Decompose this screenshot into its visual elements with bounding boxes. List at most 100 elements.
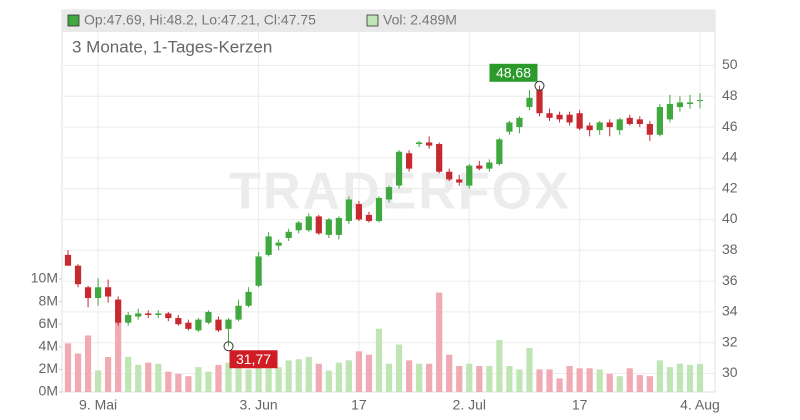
ohlc-icon [67,14,80,27]
volume-bar [436,292,443,392]
x-tick-label: 4. Aug [680,397,720,413]
candle-body [64,254,72,266]
candle-body [245,291,252,306]
volume-bar [666,367,674,392]
candle-body [155,313,162,315]
candle-body [486,162,493,169]
volume-bar [345,360,352,392]
volume-bar [84,335,92,392]
volume-bar [416,363,423,392]
candle-body [476,165,483,169]
candle-body [395,151,403,186]
volume-bar [586,368,593,392]
volume-bar [395,344,403,392]
volume-bar [74,353,82,392]
annotation-label: 31,77 [236,351,271,367]
x-tick-label: 3. Jun [240,397,278,413]
candle-body [375,197,383,222]
volume-bar [275,367,282,392]
candle-body [74,265,82,285]
y2-tick-label: 0M [39,383,58,399]
candle-body [516,117,523,128]
volume-bar [676,363,684,392]
candle-body [576,113,583,129]
candle-body [205,311,212,323]
volume-bar [385,363,393,392]
candle-body [636,119,643,124]
candle-body [215,319,222,331]
candle-body [385,187,393,200]
y-tick-label: 48 [722,87,738,103]
y-tick-label: 38 [722,241,738,257]
candle-body [195,319,202,331]
candle-body [365,214,373,222]
volume-bar [476,366,483,392]
volume-bar [165,371,172,392]
candle-body [295,222,302,231]
y-tick-label: 42 [722,179,738,195]
volume-bar [265,368,272,392]
candle-body [416,142,423,145]
volume-text: Vol: 2.489M [383,12,457,28]
y-tick-label: 32 [722,333,738,349]
volume-bar [626,368,633,392]
volume-bar [426,363,433,392]
volume-bar [285,360,292,392]
y2-tick-label: 4M [39,337,58,353]
candle-body [676,102,684,108]
candle-body [606,122,613,128]
candle-body [145,313,152,315]
volume-bar [536,369,543,392]
y-tick-label: 36 [722,272,738,288]
y2-tick-label: 6M [39,315,58,331]
candle-body [456,179,463,183]
candle-body [255,256,262,286]
volume-bar [526,347,533,392]
y-tick-label: 46 [722,118,738,134]
candle-body [335,217,342,235]
candle-body [225,319,232,329]
volume-bar [185,376,192,392]
volume-bar [576,368,583,392]
candle-body [556,114,563,120]
candle-body [325,219,332,235]
candle-body [185,322,192,329]
candle-body [626,117,633,124]
volume-bar [94,370,102,392]
header-bar [62,10,715,32]
volume-bar [606,373,613,392]
candle-body [405,153,413,169]
candle-body [666,103,674,120]
volume-bar [365,354,373,392]
annotation-marker [223,341,234,352]
volume-bar [235,364,242,392]
volume-bar [375,328,383,392]
volume-bar [315,363,322,392]
candle-body [315,216,322,234]
candle-body [135,313,142,317]
annotation-box [489,63,538,82]
candle-body [275,242,282,246]
candle-body [496,139,503,165]
subtitle: 3 Monate, 1-Tages-Kerzen [72,37,272,56]
candle-body [125,314,132,323]
annotation-marker [534,80,545,91]
candle-body [526,97,533,108]
y-tick-label: 34 [722,303,738,319]
y2-tick-label: 8M [39,292,58,308]
volume-bar [155,363,162,392]
volume-bar [305,356,312,392]
candle-body [696,100,704,102]
volume-bar [596,369,603,392]
candle-body [596,122,603,131]
candle-body [235,305,242,320]
volume-bar [205,371,212,392]
volume-bar [556,378,563,392]
candle-body [446,171,453,180]
x-tick-label: 17 [572,397,588,413]
y-tick-label: 30 [722,364,738,380]
candle-body [84,287,92,299]
candle-body [305,216,312,231]
y-tick-label: 40 [722,210,738,226]
volume-bar [566,366,573,392]
